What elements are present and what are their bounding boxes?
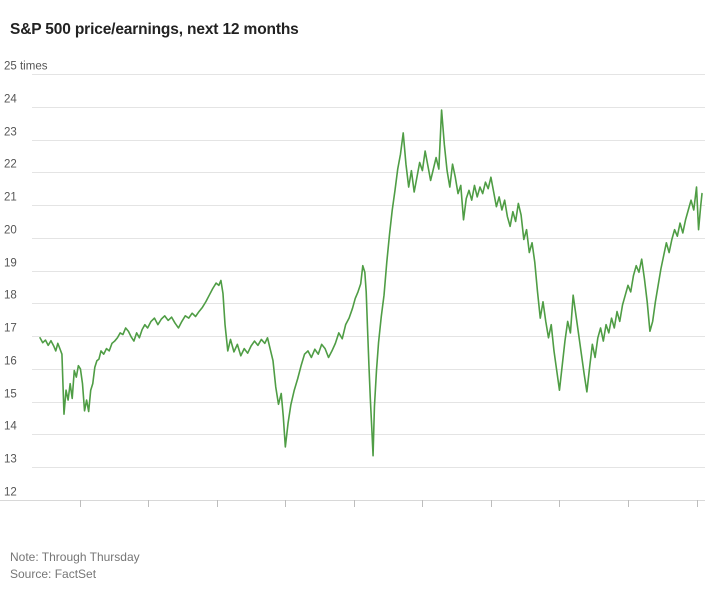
footnotes: Note: Through Thursday Source: FactSet [10,549,140,583]
y-axis-tick-label: 15 [4,389,17,401]
y-axis-tick-label: 17 [4,323,17,335]
y-axis-tick-label: 24 [4,94,17,106]
gridlines [0,74,705,501]
y-axis-tick-label: 16 [4,356,17,368]
y-axis-tick-label: 23 [4,127,17,139]
y-axis-tick-label: 19 [4,258,17,270]
page-title: S&P 500 price/earnings, next 12 months [10,21,299,38]
y-axis-tick-label: 20 [4,225,17,237]
y-axis-tick-label: 13 [4,454,17,466]
y-axis-tick-label: 14 [4,421,17,433]
y-axis-tick-label: 22 [4,159,17,171]
data-series-line [39,109,703,457]
y-axis-tick-label: 21 [4,192,17,204]
footnote-source: Source: FactSet [10,567,97,581]
footnote-note: Note: Through Thursday [10,550,140,564]
x-axis-tick-marks [80,500,698,507]
y-axis-tick-label: 25 times [4,61,48,73]
y-axis-tick-label: 18 [4,290,17,302]
y-axis-tick-labels: 25 times 24 23 22 21 20 19 18 17 16 15 14 13 12 [4,61,48,499]
y-axis-tick-label: 12 [4,487,17,499]
